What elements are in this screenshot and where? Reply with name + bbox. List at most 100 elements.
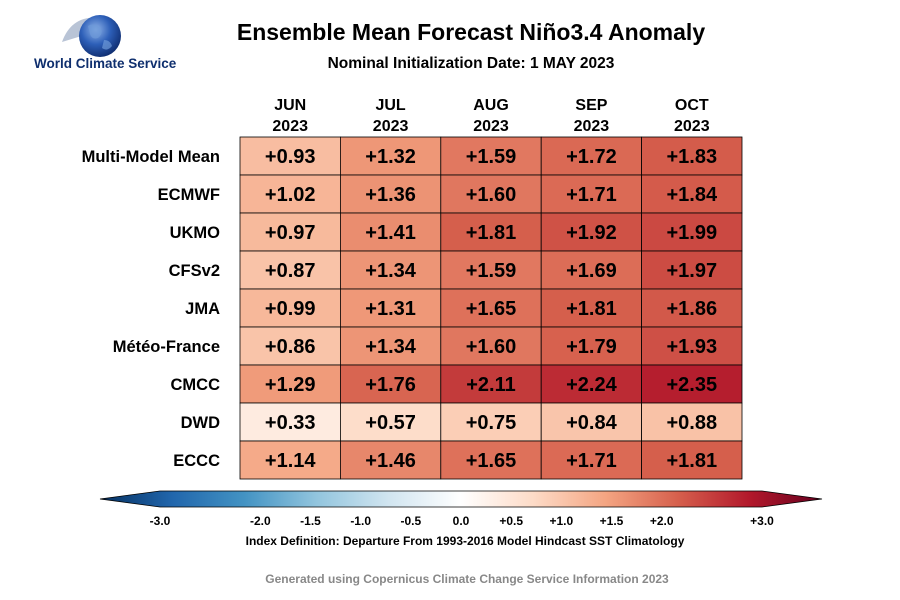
heatmap-cell: [540, 136, 643, 176]
cell-value-label: +0.33: [265, 412, 316, 434]
index-definition: Index Definition: Departure From 1993-20…: [246, 534, 685, 548]
cell-value-label: +1.46: [365, 450, 416, 472]
heatmap-cell: [440, 250, 542, 290]
cell-value-label: +1.71: [566, 184, 617, 206]
cell-value-label: +1.65: [466, 450, 517, 472]
cell-value-label: +1.86: [666, 298, 717, 320]
heatmap-cell: [641, 136, 743, 176]
heatmap-cell: [641, 174, 743, 214]
row-label: CFSv2: [169, 262, 220, 280]
column-header-year: 2023: [473, 118, 509, 135]
row-label: UKMO: [170, 224, 221, 242]
cell-value-label: +1.81: [566, 298, 617, 320]
heatmap-cell: [641, 440, 743, 480]
cell-value-label: +1.60: [466, 336, 517, 358]
colorbar-tick-label: +1.5: [600, 514, 624, 528]
cell-value-label: +1.71: [566, 450, 617, 472]
colorbar-tick-label: -0.5: [400, 514, 421, 528]
cell-value-label: +1.59: [466, 260, 517, 282]
footer-credit: Generated using Copernicus Climate Chang…: [265, 572, 669, 586]
cell-value-label: +1.29: [265, 374, 316, 396]
cell-value-label: +0.57: [365, 412, 416, 434]
column-header-month: AUG: [473, 97, 509, 114]
heatmap-cells: +0.93 +1.32 +1.59 +1.72 +1.83 +1.02 +1.36 +1.60…: [239, 136, 743, 480]
heatmap-cell: [440, 136, 542, 176]
cell-value-label: +1.76: [365, 374, 416, 396]
logo-text: World Climate Service: [34, 56, 177, 71]
heatmap-cell: [641, 288, 743, 328]
column-header-year: 2023: [574, 118, 610, 135]
column-header-year: 2023: [272, 118, 308, 135]
cell-value-label: +1.83: [666, 146, 717, 168]
heatmap-cell: [540, 402, 643, 442]
cell-value-label: +0.99: [265, 298, 316, 320]
column-header-month: SEP: [575, 97, 607, 114]
cell-value-label: +1.59: [466, 146, 517, 168]
colorbar-tick-labels: -3.0 -2.0 -1.5 -1.0 -0.5 0.0 +0.5 +1.0 +1.5 +2.0 +…: [150, 514, 775, 528]
chart-title: Ensemble Mean Forecast Niño3.4 Anomaly: [237, 19, 705, 45]
cell-value-label: +1.69: [566, 260, 617, 282]
column-headers: JUN 2023 JUL 2023 AUG 2023 SEP 2023 OCT 2023: [272, 97, 709, 135]
heatmap-cell: [641, 402, 743, 442]
cell-value-label: +1.72: [566, 146, 617, 168]
world-climate-service-logo: World Climate Service: [34, 15, 177, 71]
colorbar-tick-label: +2.0: [650, 514, 674, 528]
cell-value-label: +1.32: [365, 146, 416, 168]
cell-value-label: +1.81: [666, 450, 717, 472]
cell-value-label: +2.24: [566, 374, 617, 396]
heatmap-cell: [540, 364, 643, 404]
heatmap-cell: [641, 250, 743, 290]
heatmap-cell: [540, 212, 643, 252]
cell-value-label: +1.81: [466, 222, 517, 244]
row-label: ECMWF: [158, 186, 220, 204]
heatmap-cell: [339, 212, 442, 252]
cell-value-label: +1.02: [265, 184, 316, 206]
colorbar-tick-label: +1.0: [549, 514, 573, 528]
heatmap-cell: [540, 440, 643, 480]
heatmap-cell: [239, 326, 341, 366]
heatmap-cell: [440, 326, 542, 366]
heatmap-cell: [339, 440, 442, 480]
colorbar-ramp: [99, 490, 823, 508]
colorbar-tick-label: -1.0: [350, 514, 371, 528]
heatmap-cell: [339, 288, 442, 328]
heatmap-cell: [239, 364, 341, 404]
heatmap-cell: [641, 364, 743, 404]
heatmap-cell: [540, 174, 643, 214]
row-label: CMCC: [171, 376, 221, 394]
heatmap-cell: [540, 250, 643, 290]
colorbar: -3.0 -2.0 -1.5 -1.0 -0.5 0.0 +0.5 +1.0 +1.5 +2.0 +…: [99, 490, 823, 528]
cell-value-label: +1.31: [365, 298, 416, 320]
heatmap-cell: [540, 288, 643, 328]
row-labels: Multi-Model Mean ECMWF UKMO CFSv2 JMA Météo-F…: [82, 148, 221, 470]
heatmap-cell: [540, 326, 643, 366]
row-label: Multi-Model Mean: [82, 148, 220, 166]
heatmap-cell: [440, 212, 542, 252]
cell-value-label: +1.92: [566, 222, 617, 244]
heatmap-cell: [239, 174, 341, 214]
heatmap-cell: [641, 326, 743, 366]
colorbar-tick-label: -3.0: [150, 514, 171, 528]
row-label: ECCC: [173, 452, 220, 470]
column-header-year: 2023: [674, 118, 710, 135]
row-label: DWD: [181, 414, 220, 432]
row-label: Météo-France: [113, 338, 220, 356]
colorbar-tick-label: -1.5: [300, 514, 321, 528]
globe-continents-icon: [88, 24, 112, 50]
heatmap-cell: [339, 402, 442, 442]
cell-value-label: +0.93: [265, 146, 316, 168]
heatmap-cell: [239, 136, 341, 176]
heatmap-cell: [239, 212, 341, 252]
colorbar-tick-label: 0.0: [453, 514, 470, 528]
heatmap-cell: [440, 402, 542, 442]
colorbar-tick-label: +0.5: [499, 514, 523, 528]
chart-subtitle: Nominal Initialization Date: 1 MAY 2023: [328, 55, 615, 72]
colorbar-tick-label: +3.0: [750, 514, 774, 528]
cell-value-label: +1.41: [365, 222, 416, 244]
cell-value-label: +0.86: [265, 336, 316, 358]
column-header-month: OCT: [675, 97, 709, 114]
cell-value-label: +0.87: [265, 260, 316, 282]
cell-value-label: +1.79: [566, 336, 617, 358]
cell-value-label: +1.34: [365, 336, 416, 358]
cell-value-label: +1.36: [365, 184, 416, 206]
